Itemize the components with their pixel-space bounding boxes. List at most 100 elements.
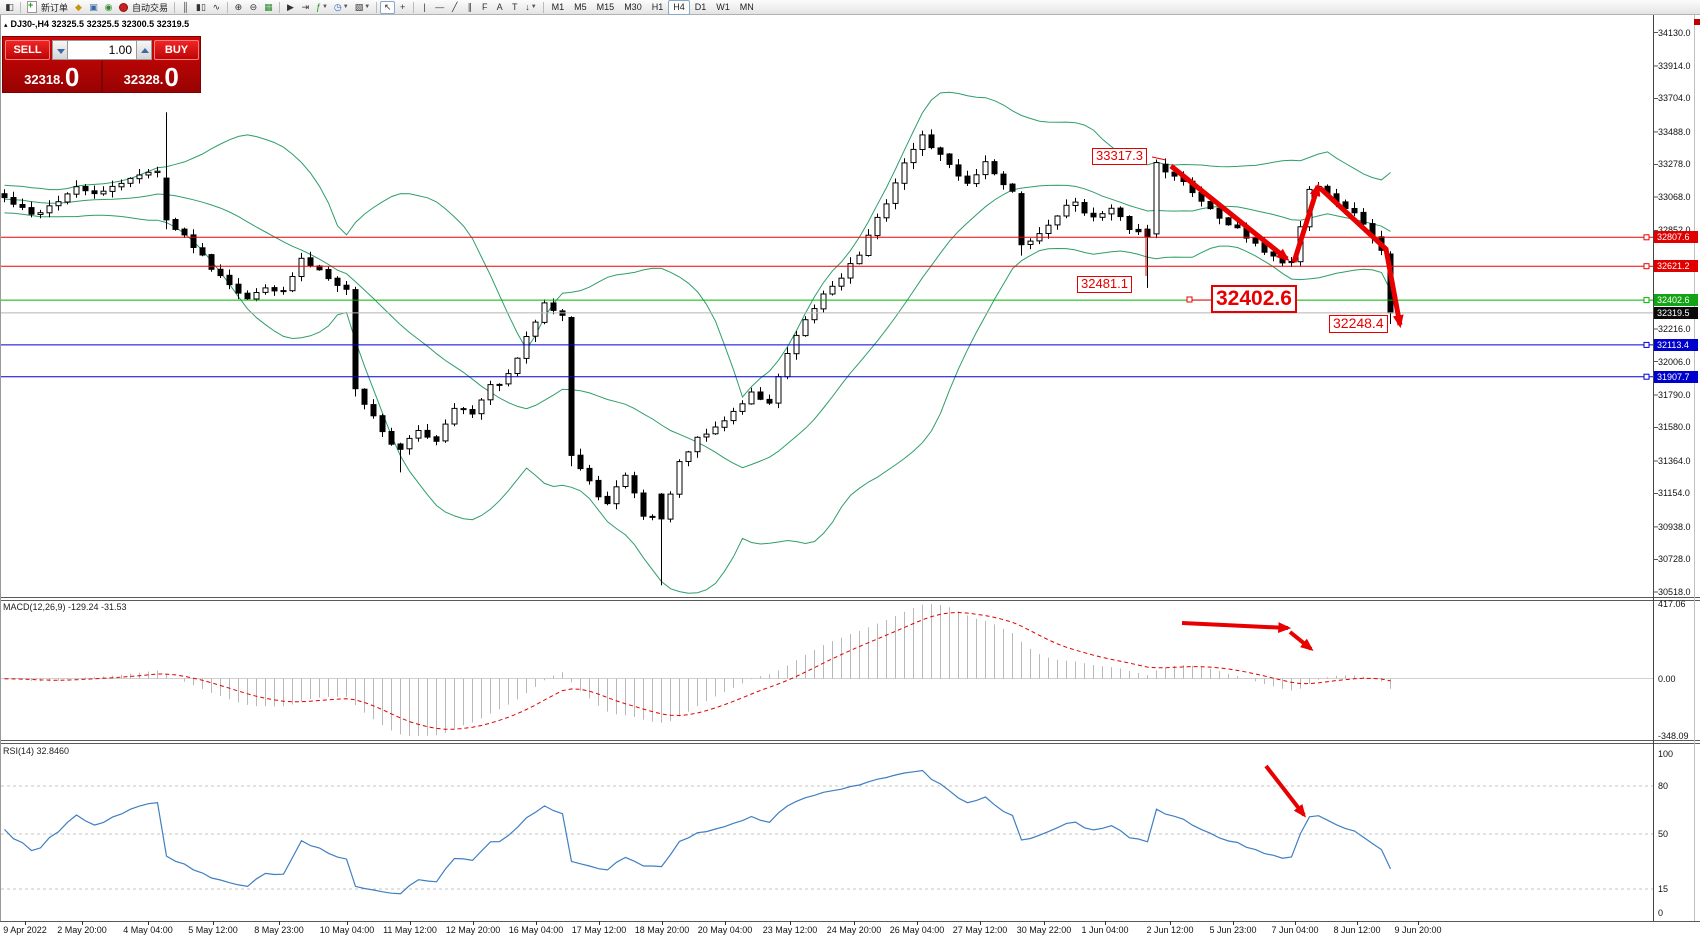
candle-body [1018,193,1025,246]
candle-body [145,171,152,176]
candle-body [1090,212,1097,218]
horizontal-line-icon[interactable]: — [435,2,445,12]
line-chart-icon[interactable]: ∿ [212,1,221,12]
timeframe-d1[interactable]: D1 [694,2,707,12]
time-axis-label: 24 May 20:00 [826,925,882,935]
buy-button[interactable]: BUY [154,40,199,60]
candle-body [1126,216,1133,230]
trend-arrow-up[interactable] [1291,182,1321,263]
periods-icon[interactable]: ◷ ▼ [333,1,349,12]
panel-collapse-icon[interactable]: ▴ [4,22,8,29]
time-axis-label: 30 May 22:00 [1016,925,1072,935]
price-label-32248[interactable]: 32248.4 [1329,315,1388,333]
candle-body [343,284,350,290]
price-axis-label: 31790.0 [1658,389,1691,400]
macd-arrow-down[interactable] [1288,630,1314,652]
timeframe-mn[interactable]: MN [739,2,754,12]
timeframe-h1[interactable]: H1 [651,2,664,12]
callout-anchor [1186,296,1193,303]
sell-price[interactable]: 32318. 0 [24,62,80,92]
timeframe-h4[interactable]: H4 [668,0,690,15]
rsi-indicator-label: RSI(14) 32.8460 [3,746,70,756]
macd-arrow-flat[interactable] [1181,621,1292,633]
toolbar-separator [413,1,415,13]
candle-body [577,454,584,470]
time-axis-label: 8 Jun 12:00 [1333,925,1381,935]
hline-handle[interactable] [1643,341,1650,348]
candle-body [172,219,179,230]
candle-body [1360,211,1367,225]
new-chart-icon[interactable]: ◧ [5,1,14,12]
auto-scroll-icon[interactable]: ▶ [286,1,294,12]
candle-body [865,234,872,256]
volume-down-button[interactable] [52,40,68,60]
volume-input[interactable] [68,40,136,60]
candle-body [964,175,971,184]
new-order-button[interactable]: 新订单 [24,0,71,14]
price-axis-label: 34130.0 [1658,27,1691,38]
chart-shift-icon[interactable]: ⇥ [301,1,310,12]
cursor-icon[interactable]: ↖ [380,0,396,14]
timeframe-m5[interactable]: M5 [574,2,587,12]
candle-body [694,436,701,453]
auto-trading-button[interactable]: 自动交易 [116,1,171,14]
candle-body [1225,217,1232,226]
tile-windows-icon[interactable]: ▦ [264,1,273,12]
price-badge-32402.6: 32402.6 [1654,294,1698,307]
indicators-icon[interactable]: ƒ ▼ [315,2,328,12]
timeframe-m1[interactable]: M1 [551,2,565,12]
hline-handle[interactable] [1643,297,1650,304]
history-center-icon[interactable]: ◆ [75,1,82,12]
candle-body [730,410,737,422]
price-label-33317[interactable]: 33317.3 [1092,148,1147,165]
price-label-32402[interactable]: 32402.6 [1211,285,1297,313]
bar-chart-icon[interactable]: ║ [182,2,189,12]
trend-arrow-down-2[interactable] [1318,186,1404,329]
hline-handle[interactable] [1643,234,1650,241]
candle-body [856,254,863,265]
zoom-out-icon[interactable]: ⊖ [249,1,258,12]
hline-handle[interactable] [1643,263,1650,270]
candle-body [163,177,170,221]
channel-icon[interactable]: ∥ [467,1,472,12]
candle-body [37,212,44,215]
text-icon[interactable]: A [496,2,503,12]
vertical-line-icon[interactable]: | [423,2,426,12]
symbol-ohlc-line: ▴ DJ30-,H4 32325.5 32325.5 32300.5 32319.… [4,19,190,29]
timeframe-m30[interactable]: M30 [624,2,642,12]
hline-handle[interactable] [1643,373,1650,380]
time-axis-label: 23 May 12:00 [762,925,818,935]
candle-body [91,190,98,195]
rsi-line [4,769,1392,895]
price-axis-label: 33278.0 [1658,159,1691,170]
trend-arrow-down-1[interactable] [1169,164,1290,262]
candle-body [217,268,224,277]
rsi-arrow-down[interactable] [1264,764,1306,818]
trendline-icon[interactable]: ╱ [451,1,458,12]
crosshair-icon[interactable]: + [400,2,406,12]
broadcast-icon[interactable]: ◉ [104,1,113,12]
candle-body [1045,224,1052,234]
price-axis-label: 33068.0 [1658,192,1691,202]
fibonacci-icon[interactable]: F [481,2,488,12]
templates-icon[interactable]: ▧ ▼ [354,1,371,12]
candle-body [496,383,503,386]
volume-up-button[interactable] [136,40,152,60]
price-label-32481[interactable]: 32481.1 [1077,276,1132,293]
candle-body [1063,204,1070,217]
candle-body [1135,228,1142,233]
arrows-icon[interactable]: ↓ ▼ [525,2,537,12]
sell-button[interactable]: SELL [5,40,50,60]
timeframe-w1[interactable]: W1 [716,2,730,12]
market-watch-icon[interactable]: ▣ [89,1,98,12]
candle-body [928,134,935,149]
timeframe-m15[interactable]: M15 [596,2,615,12]
candlestick-chart-icon[interactable]: ▮▯ [196,1,206,12]
buy-price[interactable]: 32328. 0 [123,62,179,92]
candle-body [244,292,251,300]
candle-body [568,317,575,456]
candle-body [757,391,764,400]
zoom-in-icon[interactable]: ⊕ [234,1,243,12]
text-label-icon[interactable]: T [511,2,518,12]
